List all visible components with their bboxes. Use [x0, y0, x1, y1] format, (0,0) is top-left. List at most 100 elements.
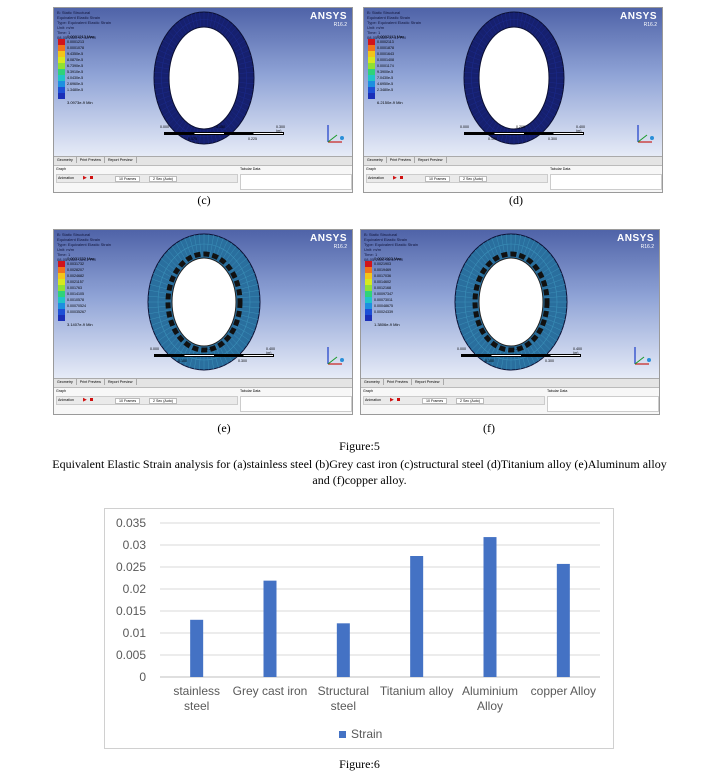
view-tab[interactable]: Geometry — [54, 157, 77, 163]
view-tab[interactable]: Report Preview — [105, 379, 137, 385]
view-tab[interactable]: Geometry — [361, 379, 384, 385]
ansys-brand: ANSYS — [617, 233, 654, 244]
view-tab[interactable]: Print Preview — [77, 379, 105, 385]
strain-ring-model — [147, 233, 261, 371]
panel-header-line: Unit: m/m — [57, 25, 75, 30]
play-icon[interactable]: ▶ — [393, 175, 397, 181]
bar — [556, 563, 570, 677]
y-tick-label: 0.03 — [123, 538, 147, 552]
duration-select[interactable]: 2 Sec (Auto) — [149, 176, 177, 182]
legend-value: 0.00035267 — [67, 310, 86, 314]
tabular-data-grid — [240, 174, 352, 190]
panel-header-line: Time: 1 — [57, 30, 71, 35]
stop-icon[interactable] — [90, 398, 93, 401]
legend-swatch: 4.6950e-5 — [368, 81, 393, 87]
view-tab[interactable]: Geometry — [364, 157, 387, 163]
stop-icon[interactable] — [397, 398, 400, 401]
legend-swatch: 0.0001174 — [368, 63, 394, 69]
frames-select[interactable]: 10 Frames — [115, 398, 141, 404]
panel-header-line: Type: Equivalent Elastic Strain — [57, 20, 112, 25]
ansys-panel-e: B: Static Structural Equivalent Elastic S… — [53, 229, 353, 415]
scale-label: 0.000 — [460, 125, 469, 129]
x-category-label: Aluminium Alloy — [462, 684, 518, 713]
panel-label-f: (f) — [483, 421, 495, 435]
panel-header-line: Time: 1 — [364, 252, 378, 257]
animation-label: Animation — [58, 398, 74, 402]
figure6-title: Figure:6 — [339, 757, 380, 771]
legend-max-label: 0.0002113 Max — [377, 34, 405, 39]
view-tab[interactable]: Geometry — [54, 379, 77, 385]
animation-toolbar: Animation ▶ 10 Frames 2 Sec (Auto) — [56, 174, 238, 183]
view-tab[interactable]: Report Preview — [412, 379, 444, 385]
animation-label: Animation — [58, 176, 74, 180]
scale-label: 0.100 — [488, 137, 497, 141]
figure5-caption-line2: and (f)copper alloy. — [312, 473, 407, 487]
scale-label: 0.200 — [206, 347, 215, 351]
view-tab[interactable]: Print Preview — [384, 379, 412, 385]
stop-icon[interactable] — [90, 176, 93, 179]
y-tick-label: 0.02 — [123, 582, 147, 596]
legend-value: 9.3900e-5 — [377, 70, 394, 74]
stop-icon[interactable] — [400, 176, 403, 179]
frames-select[interactable]: 10 Frames — [422, 398, 448, 404]
tabular-data-grid — [550, 174, 662, 190]
scale-bar: 0.000 0.200 0.400 (m) 0.100 0.300 — [150, 347, 275, 372]
view-tab[interactable]: Report Preview — [415, 157, 447, 163]
scale-bar-graphic — [154, 354, 274, 357]
legend-swatch: 0.00035267 — [58, 309, 86, 315]
panel-header-line: Time: 1 — [367, 30, 381, 35]
x-category-label-line: steel — [331, 699, 356, 713]
panel-header-line: 08-05-2022 07:38 PM — [57, 35, 96, 40]
legend-swatch — [365, 315, 372, 321]
panel-header-line: Unit: m/m — [364, 247, 382, 252]
ansys-brand: ANSYS — [310, 233, 347, 244]
play-icon[interactable]: ▶ — [83, 397, 87, 403]
ansys-version: R16.2 — [333, 244, 347, 250]
panel-header-line: Equivalent Elastic Strain — [57, 15, 101, 20]
scale-bar: 0.000 0.200 0.400 (m) 0.100 0.300 — [460, 125, 585, 150]
legend-value: 5.3910e-5 — [67, 70, 84, 74]
panel-header-line: Type: Equivalent Elastic Strain — [367, 20, 422, 25]
scale-label: 0.300 (m) — [276, 125, 285, 133]
bar — [410, 556, 424, 677]
bar — [263, 580, 277, 677]
bar — [336, 623, 350, 677]
legend-value: 0.0001643 — [377, 52, 394, 56]
legend-value: 0.0001878 — [377, 46, 394, 50]
duration-select[interactable]: 2 Sec (Auto) — [459, 176, 487, 182]
legend-min-label: 6.2150e-9 Min — [377, 100, 403, 105]
bar — [483, 537, 497, 677]
legend-swatch: 0.0028207 — [58, 267, 84, 273]
frames-select[interactable]: 10 Frames — [115, 176, 141, 182]
panel-header-line: Type: Equivalent Elastic Strain — [57, 242, 112, 247]
frames-select[interactable]: 10 Frames — [425, 176, 451, 182]
legend-value: 7.0430e-5 — [377, 76, 394, 80]
scale-label: 0.075 — [188, 137, 197, 141]
legend-value: 0.0002113 — [377, 40, 394, 44]
play-icon[interactable]: ▶ — [390, 397, 394, 403]
x-category-label-line: Aluminium — [462, 684, 518, 698]
legend-swatch: 7.0430e-5 — [368, 75, 393, 81]
panel-header-line: Equivalent Elastic Strain — [367, 15, 411, 20]
legend-value: 9.4350e-5 — [67, 52, 84, 56]
view-tab[interactable]: Report Preview — [105, 157, 137, 163]
y-tick-label: 0.035 — [116, 516, 146, 530]
view-tab[interactable]: Print Preview — [387, 157, 415, 163]
graph-title: Graph — [56, 389, 66, 393]
y-tick-label: 0.015 — [116, 604, 146, 618]
ansys-version: R16.2 — [643, 22, 657, 28]
legend-swatch: 0.0001408 — [368, 57, 394, 63]
legend-value: 0.00097347 — [374, 292, 393, 296]
x-category-label: copper Alloy — [531, 684, 596, 698]
duration-select[interactable]: 2 Sec (Auto) — [149, 398, 177, 404]
legend-swatch: 0.0021157 — [58, 279, 84, 285]
play-icon[interactable]: ▶ — [83, 175, 87, 181]
view-tab[interactable]: Print Preview — [77, 157, 105, 163]
strain-ring-model — [153, 11, 255, 145]
animation-toolbar: Animation ▶ 10 Frames 2 Sec (Auto) — [56, 396, 238, 405]
scale-bar-graphic — [461, 354, 581, 357]
legend-swatch: 0.00073011 — [365, 297, 393, 303]
ansys-version: R16.2 — [640, 244, 654, 250]
duration-select[interactable]: 2 Sec (Auto) — [456, 398, 484, 404]
scale-label: 0.300 — [238, 359, 247, 363]
